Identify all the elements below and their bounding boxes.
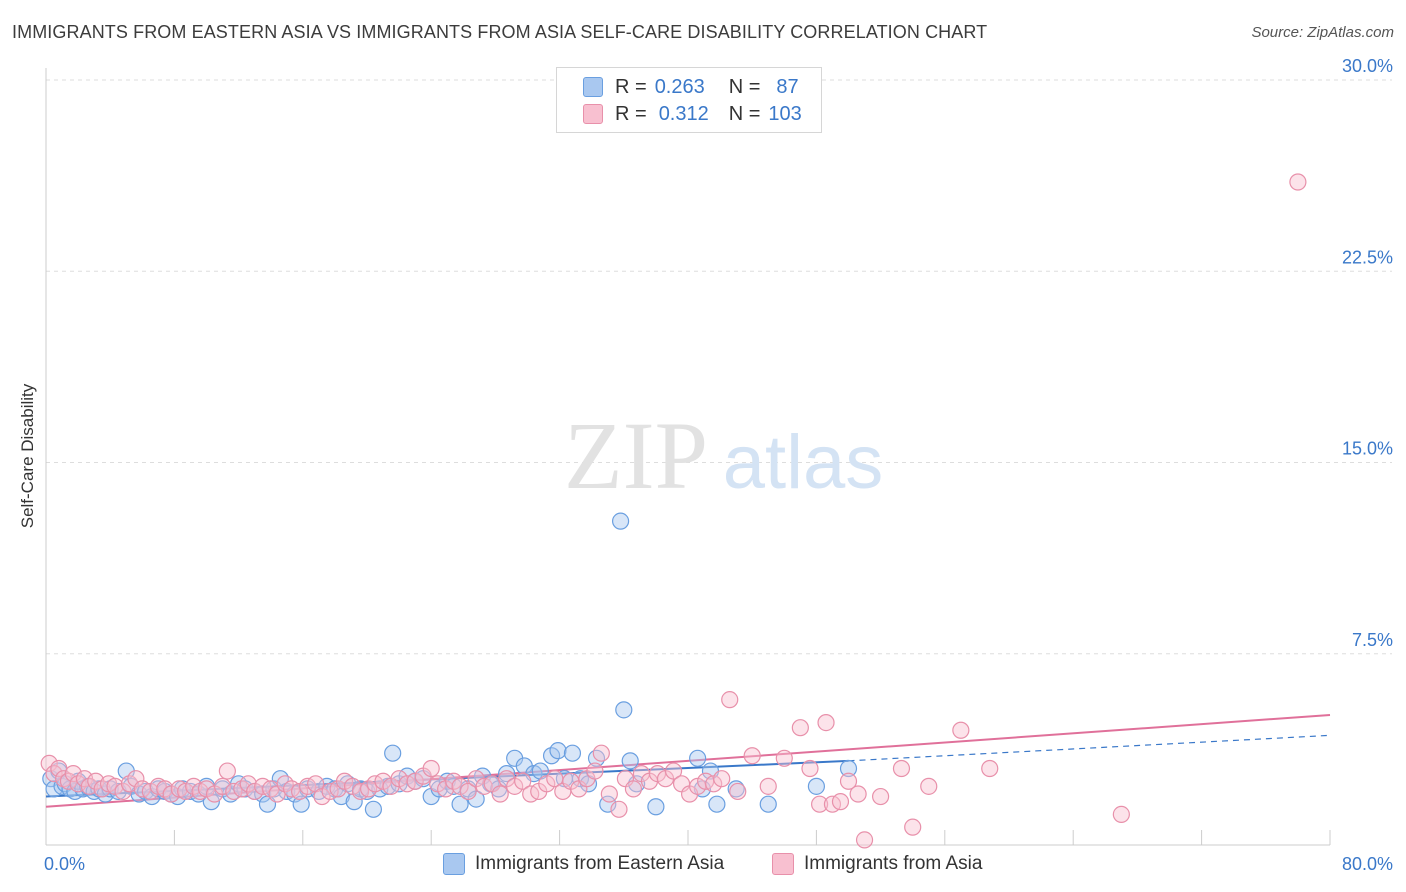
point-eastern-asia xyxy=(615,701,633,719)
point-eastern-asia xyxy=(451,795,469,813)
point-asia xyxy=(831,793,850,811)
point-asia xyxy=(849,785,867,803)
watermark-atlas: atlas xyxy=(723,420,884,505)
point-asia xyxy=(1112,805,1130,824)
legend-r-value: 0.312 xyxy=(658,102,709,125)
legend-r-value: 0.263 xyxy=(654,75,705,98)
point-asia xyxy=(64,764,82,783)
point-asia xyxy=(743,747,761,765)
y-tick-label: 30.0% xyxy=(1342,56,1393,76)
point-eastern-asia xyxy=(708,795,726,813)
point-asia xyxy=(981,759,999,778)
point-eastern-asia xyxy=(807,777,826,795)
point-eastern-asia xyxy=(628,775,646,793)
y-tick-label: 7.5% xyxy=(1352,630,1393,650)
point-eastern-asia xyxy=(647,798,665,816)
point-eastern-asia xyxy=(498,764,516,783)
point-asia xyxy=(839,772,858,790)
point-asia xyxy=(904,818,922,836)
gridlines xyxy=(46,79,1392,655)
point-eastern-asia xyxy=(549,742,567,760)
legend-n-label: N = xyxy=(728,75,761,98)
chart-title: IMMIGRANTS FROM EASTERN ASIA VS IMMIGRAN… xyxy=(12,22,988,42)
point-asia xyxy=(855,831,874,849)
source-label: Source: ZipAtlas.com xyxy=(1251,24,1394,41)
point-eastern-asia xyxy=(727,780,745,798)
point-eastern-asia xyxy=(587,749,606,767)
point-asia xyxy=(892,759,911,778)
legend-row-eastern-asia: R = 0.263 N = 87 xyxy=(583,74,799,100)
point-eastern-asia xyxy=(563,744,582,762)
point-eastern-asia xyxy=(292,795,310,813)
point-asia xyxy=(127,770,145,788)
tick-labels: 7.5% 15.0% 22.5% 30.0% 0.0% 80.0% xyxy=(44,56,1393,874)
bottom-legend-label-eastern-asia: Immigrants from Eastern Asia xyxy=(475,853,725,874)
point-asia xyxy=(491,785,509,803)
point-eastern-asia xyxy=(689,749,707,767)
point-asia xyxy=(1289,173,1307,191)
bottom-legend-eastern-asia: Immigrants from Eastern Asia xyxy=(443,851,724,877)
legend-n-value: 87 xyxy=(776,75,799,98)
watermark: ZIP atlas xyxy=(564,402,883,509)
point-asia xyxy=(713,770,731,788)
legend-n-label: N = xyxy=(728,102,761,125)
point-asia xyxy=(817,713,835,732)
y-tick-label: 22.5% xyxy=(1342,247,1393,267)
point-asia xyxy=(664,762,683,780)
point-eastern-asia xyxy=(339,775,357,793)
point-asia xyxy=(592,744,610,762)
point-asia xyxy=(811,795,829,813)
point-eastern-asia xyxy=(839,759,858,778)
point-asia xyxy=(514,772,532,790)
point-eastern-asia xyxy=(759,795,777,813)
point-asia xyxy=(218,762,236,780)
point-asia xyxy=(729,782,747,801)
point-eastern-asia xyxy=(364,800,383,818)
point-asia xyxy=(775,749,793,767)
bottom-legend-label-asia: Immigrants from Asia xyxy=(804,853,983,874)
legend-r-label: R = xyxy=(615,102,647,125)
point-asia xyxy=(624,780,643,798)
point-asia xyxy=(759,777,777,795)
point-asia xyxy=(45,764,63,783)
point-asia xyxy=(791,719,809,737)
bottom-legend-swatch-asia xyxy=(772,853,794,875)
point-asia xyxy=(40,754,58,773)
point-asia xyxy=(459,782,477,801)
point-asia xyxy=(952,721,970,739)
bottom-legend-asia: Immigrants from Asia xyxy=(772,851,982,877)
legend-row-asia: R = 0.312 N = 103 xyxy=(583,101,802,127)
legend: R = 0.263 N = 87 R = 0.312 N = 103 xyxy=(556,67,822,133)
point-asia xyxy=(213,777,232,795)
point-asia xyxy=(422,759,440,778)
legend-swatch-eastern-asia xyxy=(583,77,603,97)
point-asia xyxy=(610,800,628,818)
point-asia xyxy=(600,785,618,803)
y-tick-label: 15.0% xyxy=(1342,439,1393,459)
legend-n-value: 103 xyxy=(768,102,802,125)
legend-r-label: R = xyxy=(615,75,647,98)
x-tick-label: 0.0% xyxy=(44,854,85,874)
trend-line-eastern-asia-projection xyxy=(848,734,1331,762)
point-asia xyxy=(721,691,739,709)
point-eastern-asia xyxy=(611,512,630,530)
trend-line-asia xyxy=(45,713,1331,808)
watermark-zip: ZIP xyxy=(564,402,708,509)
point-asia xyxy=(586,762,604,780)
axes xyxy=(45,68,1331,846)
point-asia xyxy=(801,759,819,778)
x-tick-label: 80.0% xyxy=(1342,854,1393,874)
point-asia xyxy=(920,777,938,795)
point-eastern-asia xyxy=(384,744,402,762)
point-eastern-asia xyxy=(621,752,639,770)
data-points xyxy=(40,173,1307,849)
point-asia xyxy=(871,787,890,806)
legend-swatch-asia xyxy=(583,104,603,124)
trend-lines xyxy=(45,713,1331,808)
bottom-legend-swatch-eastern-asia xyxy=(443,853,465,875)
